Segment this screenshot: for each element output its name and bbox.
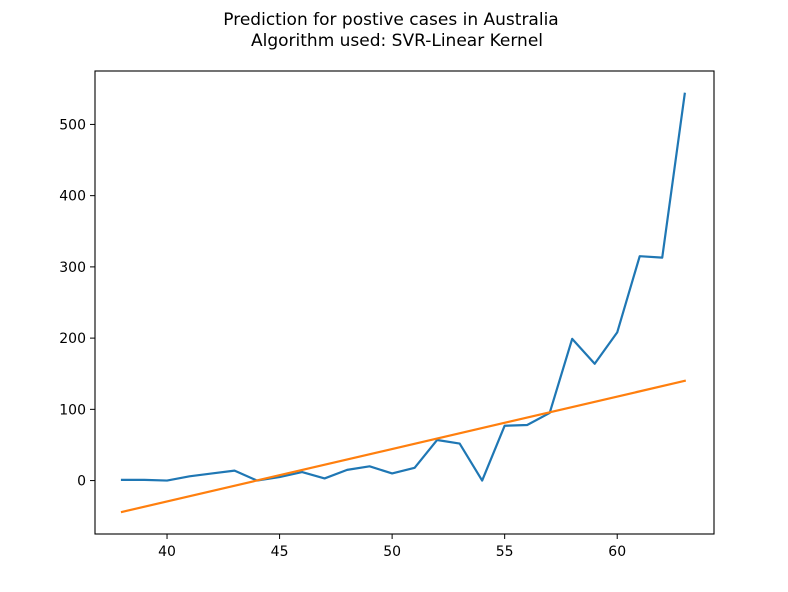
x-tick-label: 50 — [383, 544, 401, 560]
chart-title-line-2: Algorithm used: SVR-Linear Kernel — [251, 31, 543, 51]
y-tick-label: 500 — [59, 117, 86, 133]
axes-frame — [94, 70, 715, 535]
y-tick-label: 300 — [59, 260, 86, 276]
x-tick-label: 60 — [608, 544, 626, 560]
y-tick-label: 0 — [77, 474, 86, 490]
series-line-2 — [120, 379, 687, 514]
series-line-1 — [120, 92, 686, 482]
x-tick-label: 55 — [496, 544, 514, 560]
x-tick-label: 45 — [271, 544, 289, 560]
plot-area: 40 45 50 55 60 0 100 200 300 400 500 — [59, 70, 715, 560]
y-tick-label: 200 — [59, 331, 86, 347]
y-tick-label: 100 — [59, 402, 86, 418]
x-tick-label: 40 — [158, 544, 176, 560]
chart-title-line-1: Prediction for postive cases in Australi… — [223, 10, 558, 30]
y-tick-label: 400 — [59, 189, 86, 205]
